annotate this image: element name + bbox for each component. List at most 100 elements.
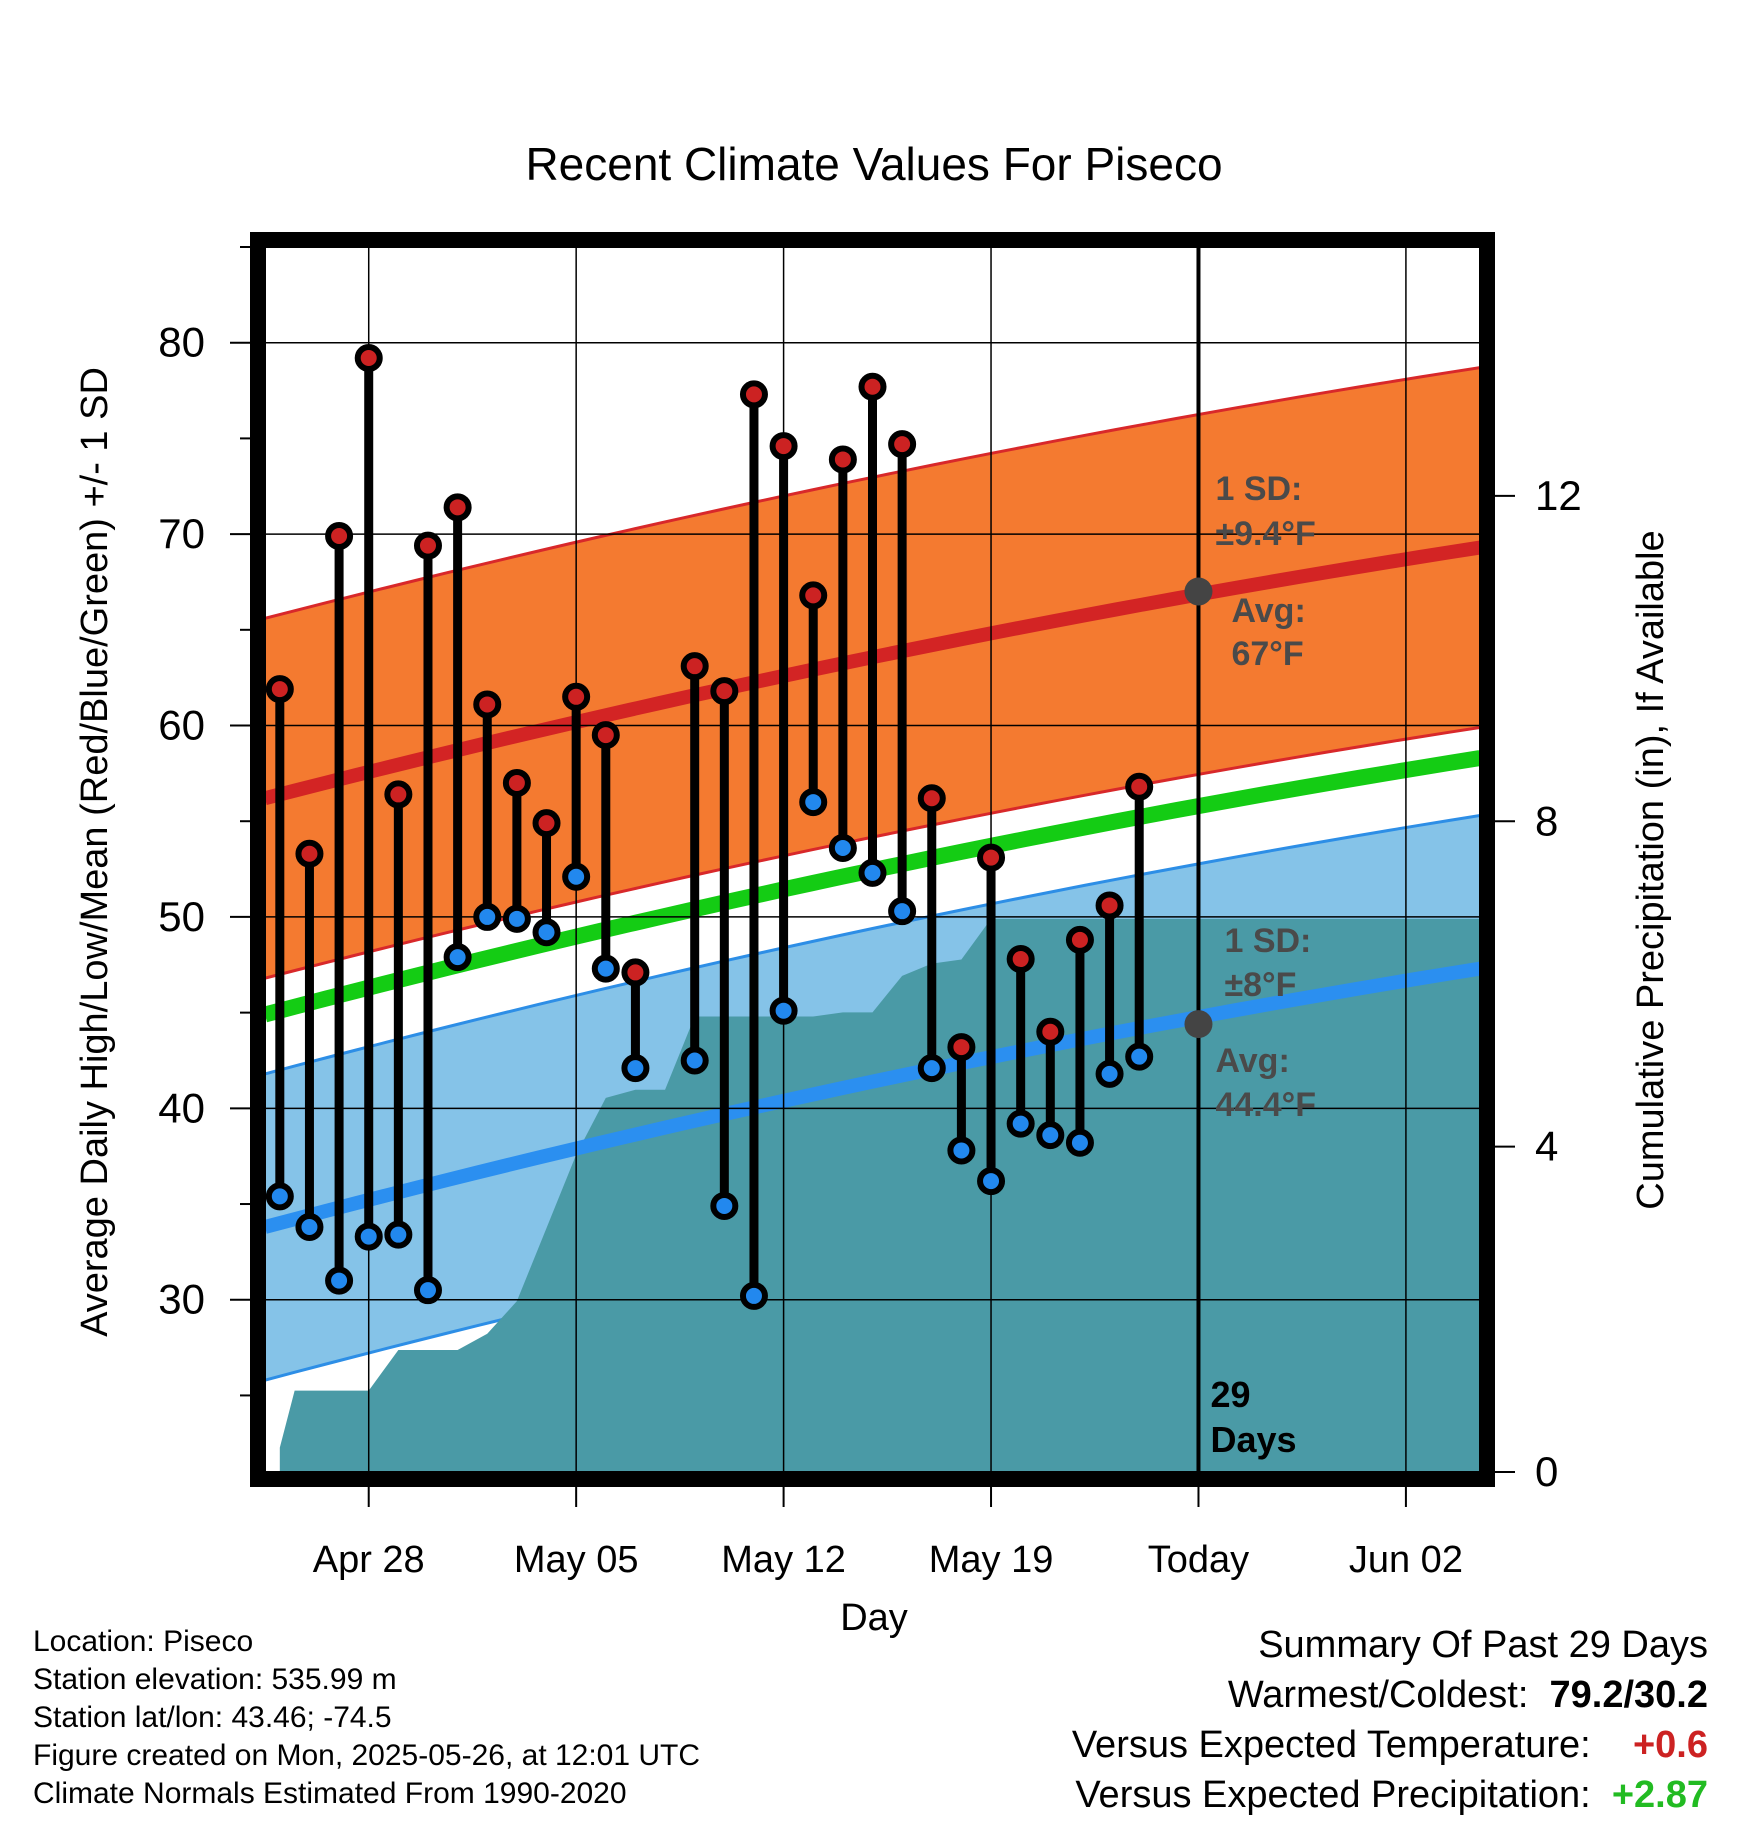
daily-high-point [739, 380, 768, 409]
summary-panel: Summary Of Past 29 Days Warmest/Coldest:… [1072, 1620, 1708, 1820]
daily-low-point [739, 1281, 768, 1310]
daily-low-point [562, 862, 591, 891]
days-count-label: 29 [1210, 1374, 1250, 1415]
high-avg-today-marker [1184, 577, 1213, 606]
daily-low-point [532, 918, 561, 947]
x-tick-label: Jun 02 [1349, 1539, 1463, 1581]
daily-low-point [354, 1222, 383, 1251]
high-avg-label: Avg: [1231, 592, 1305, 630]
summary-title: Summary Of Past 29 Days [1258, 1624, 1708, 1666]
daily-high-point [1036, 1017, 1065, 1046]
daily-high-point [354, 344, 383, 373]
daily-low-point [710, 1191, 739, 1220]
precip-vs-expected-label: Versus Expected Precipitation: [1075, 1774, 1591, 1816]
high-sd-label: 1 SD: [1215, 470, 1302, 508]
normal-low-mean-line [265, 961, 1480, 1234]
daily-high-point [473, 690, 502, 719]
daily-high-point [325, 522, 354, 551]
daily-high-point [1125, 772, 1154, 801]
y2-tick-label: 4 [1535, 1123, 1558, 1170]
daily-high-point [532, 809, 561, 838]
station-info: Location: Piseco Station elevation: 535.… [33, 1623, 700, 1813]
y-tick-label: 40 [158, 1084, 205, 1131]
y2-tick-label: 12 [1535, 472, 1582, 519]
low-avg-label: Avg: [1215, 1042, 1289, 1080]
daily-high-point [1095, 891, 1124, 920]
high-avg-value: 67°F [1231, 635, 1303, 673]
daily-low-point [977, 1167, 1006, 1196]
low-avg-today-marker [1184, 1010, 1213, 1039]
y2-tick-label: 8 [1535, 797, 1558, 844]
daily-high-point [443, 493, 472, 522]
daily-low-point [769, 996, 798, 1025]
daily-low-point [621, 1054, 650, 1083]
normals-text: Climate Normals Estimated From 1990-2020 [33, 1777, 627, 1810]
temp-vs-expected-value: +0.6 [1632, 1724, 1708, 1766]
daily-high-point [591, 721, 620, 750]
x-tick-label: May 19 [929, 1539, 1054, 1581]
daily-high-point [769, 432, 798, 461]
daily-high-point [265, 675, 294, 704]
daily-low-point [1036, 1121, 1065, 1150]
daily-high-point [680, 652, 709, 681]
y-tick-label: 60 [158, 702, 205, 749]
temp-vs-expected-label: Versus Expected Temperature: [1071, 1724, 1591, 1766]
daily-high-point [710, 677, 739, 706]
daily-low-point [858, 858, 887, 887]
daily-high-point [1006, 945, 1035, 974]
x-tick-label: May 05 [514, 1539, 639, 1581]
y-tick-label: 70 [158, 510, 205, 557]
precip-vs-expected-value: +2.87 [1611, 1774, 1708, 1816]
y-tick-label: 50 [158, 893, 205, 940]
precip-vs-expected-row: Versus Expected Precipitation: +2.87 [1072, 1770, 1708, 1820]
daily-low-point [325, 1266, 354, 1295]
daily-high-point [1065, 925, 1094, 954]
high-sd-value: ±9.4°F [1215, 515, 1315, 553]
daily-high-point [502, 768, 531, 797]
daily-high-point [917, 784, 946, 813]
daily-low-point [295, 1213, 324, 1241]
x-tick-label: Today [1148, 1539, 1249, 1581]
daily-high-point [413, 531, 442, 560]
y-tick-label: 80 [158, 319, 205, 366]
daily-low-point [828, 834, 857, 863]
daily-low-point [888, 897, 917, 926]
days-text-label: Days [1210, 1419, 1296, 1460]
location-text: Location: Piseco [33, 1625, 254, 1658]
daily-low-point [502, 904, 531, 933]
x-tick-label: Apr 28 [313, 1539, 425, 1581]
daily-high-point [888, 430, 917, 459]
y-axis-label: Average Daily High/Low/Mean (Red/Blue/Gr… [74, 367, 116, 1337]
y2-axis-label: Cumulative Precipitation (in), If Availa… [1630, 530, 1672, 1209]
daily-high-point [384, 780, 413, 809]
daily-low-point [265, 1182, 294, 1211]
daily-low-point [413, 1276, 442, 1305]
x-axis-label: Day [840, 1597, 908, 1639]
y-tick-label: 30 [158, 1276, 205, 1323]
warmest-coldest-value: 79.2/30.2 [1549, 1674, 1708, 1716]
daily-low-point [443, 943, 472, 972]
daily-low-point [591, 954, 620, 983]
daily-high-point [295, 839, 324, 868]
x-tick-label: May 12 [721, 1539, 846, 1581]
daily-low-point [947, 1136, 976, 1165]
warmest-coldest-row: Warmest/Coldest: 79.2/30.2 [1072, 1670, 1708, 1720]
daily-low-point [799, 788, 828, 817]
daily-low-point [917, 1054, 946, 1083]
precip-area [279, 918, 1480, 1472]
warmest-coldest-label: Warmest/Coldest: [1227, 1674, 1529, 1716]
daily-high-point [562, 682, 591, 711]
daily-high-point [828, 445, 857, 474]
daily-high-point [977, 843, 1006, 872]
elevation-text: Station elevation: 535.99 m [33, 1663, 397, 1696]
daily-low-point [680, 1046, 709, 1075]
daily-low-point [473, 902, 502, 931]
temp-vs-expected-row: Versus Expected Temperature: +0.6 [1072, 1720, 1708, 1770]
daily-low-point [1095, 1059, 1124, 1088]
daily-high-point [799, 581, 828, 610]
daily-low-point [384, 1220, 413, 1249]
low-avg-value: 44.4°F [1215, 1086, 1316, 1124]
daily-high-point [621, 958, 650, 987]
